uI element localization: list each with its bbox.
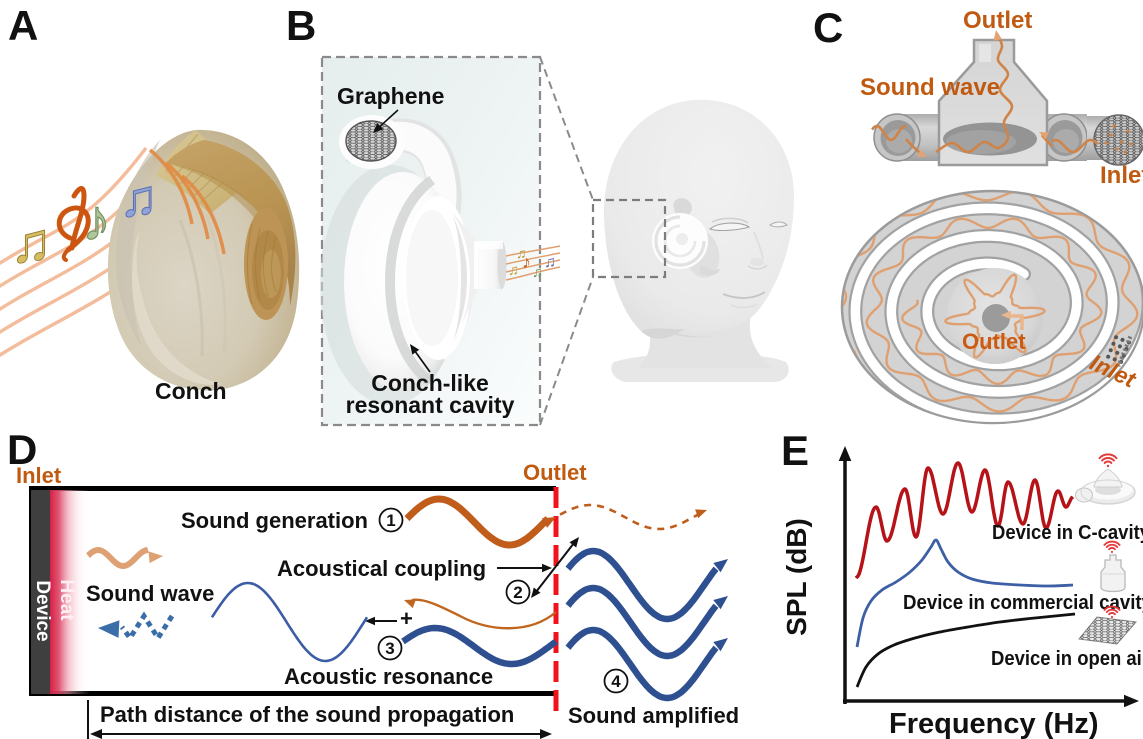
svg-text:+: + xyxy=(400,606,413,631)
svg-text:Sound generation: Sound generation xyxy=(181,508,368,533)
svg-text:♫: ♫ xyxy=(119,170,158,228)
svg-text:♫: ♫ xyxy=(544,254,556,271)
svg-text:SPL (dB): SPL (dB) xyxy=(781,518,812,636)
svg-text:Outlet: Outlet xyxy=(963,7,1032,34)
svg-text:♫: ♫ xyxy=(10,211,52,274)
svg-text:Outlet: Outlet xyxy=(523,460,587,485)
svg-text:Acoustical coupling: Acoustical coupling xyxy=(277,556,486,581)
svg-text:Acoustic resonance: Acoustic resonance xyxy=(284,664,493,689)
svg-text:D: D xyxy=(7,426,37,473)
svg-text:2: 2 xyxy=(513,583,522,602)
svg-text:Outlet: Outlet xyxy=(962,329,1026,354)
svg-text:4: 4 xyxy=(611,672,621,691)
svg-text:resonant cavity: resonant cavity xyxy=(346,392,515,418)
svg-text:♫: ♫ xyxy=(516,245,527,261)
svg-text:Device in commercial cavity: Device in commercial cavity xyxy=(903,592,1143,614)
svg-text:Conch-like: Conch-like xyxy=(371,370,489,396)
svg-text:♪: ♪ xyxy=(522,252,531,272)
svg-text:Graphene: Graphene xyxy=(337,83,444,109)
svg-text:Path distance of the sound pro: Path distance of the sound propagation xyxy=(100,702,514,727)
svg-text:3: 3 xyxy=(385,639,394,658)
svg-text:Device in C-cavity: Device in C-cavity xyxy=(992,522,1143,544)
svg-text:B: B xyxy=(286,2,316,49)
svg-text:♫: ♫ xyxy=(508,262,519,279)
svg-text:♫: ♫ xyxy=(532,264,543,281)
svg-text:Sound amplified: Sound amplified xyxy=(568,703,739,728)
svg-text:Heat: Heat xyxy=(56,579,77,621)
svg-text:Device in open air: Device in open air xyxy=(991,648,1143,670)
svg-text:Inlet: Inlet xyxy=(16,463,62,488)
svg-text:1: 1 xyxy=(386,511,395,530)
svg-text:Sound wave: Sound wave xyxy=(86,581,214,606)
svg-text:Frequency (Hz): Frequency (Hz) xyxy=(889,708,1098,739)
svg-text:E: E xyxy=(781,427,809,474)
svg-text:Device: Device xyxy=(32,580,53,641)
svg-text:Sound wave: Sound wave xyxy=(860,74,1000,101)
svg-text:A: A xyxy=(8,2,38,49)
svg-text:C: C xyxy=(813,4,843,51)
svg-text:Conch: Conch xyxy=(155,378,227,404)
svg-text:Inlet: Inlet xyxy=(1100,162,1143,189)
